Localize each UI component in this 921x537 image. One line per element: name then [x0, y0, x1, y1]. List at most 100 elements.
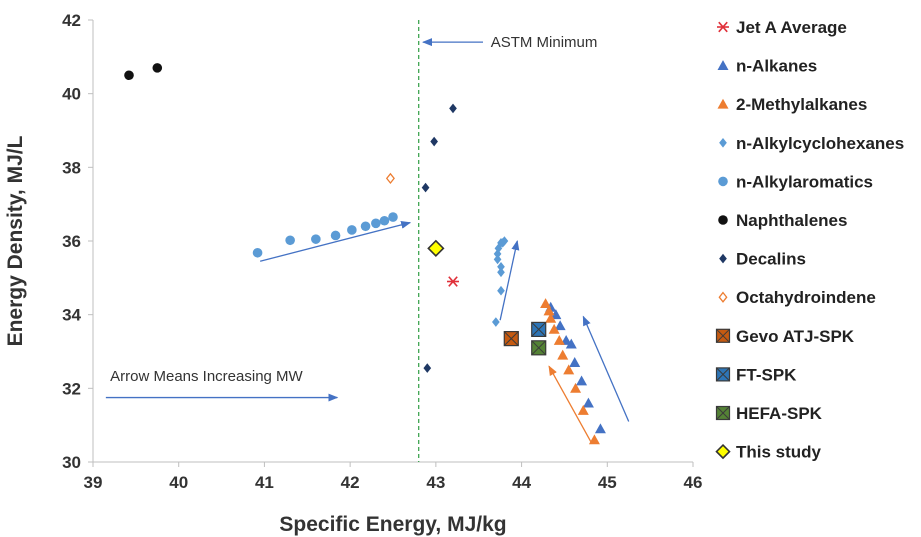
data-point [285, 235, 295, 246]
legend-label: Jet A Average [736, 18, 847, 37]
x-tick-label: 39 [84, 473, 103, 492]
data-point [423, 363, 432, 373]
y-tick-label: 36 [62, 232, 81, 251]
data-point [371, 218, 381, 229]
legend-marker [718, 176, 728, 187]
data-point [553, 334, 565, 345]
x-tick-label: 40 [169, 473, 188, 492]
legend-label: n-Alkylcyclohexanes [736, 134, 904, 153]
series-n-alkylaromatics [252, 212, 398, 258]
legend-item: n-Alkanes [717, 57, 817, 76]
legend-label: Naphthalenes [736, 211, 847, 230]
legend-item: Gevo ATJ-SPK [715, 327, 855, 346]
data-point [576, 375, 588, 386]
data-point [447, 276, 459, 287]
data-point [347, 225, 357, 235]
series-decalins [421, 103, 457, 373]
data-point [570, 382, 582, 393]
trend-arrow [548, 365, 593, 444]
data-point [330, 230, 341, 241]
legend-item: Jet A Average [717, 18, 847, 37]
data-point [594, 423, 606, 434]
legend-label: n-Alkanes [736, 57, 817, 76]
legend-label: n-Alkylaromatics [736, 172, 873, 191]
legend-item: n-Alkylaromatics [718, 172, 873, 191]
data-point [500, 236, 509, 246]
series-hefa-spk [531, 340, 547, 356]
data-point [252, 247, 263, 258]
data-point [388, 212, 398, 222]
legend-marker [719, 253, 727, 264]
y-tick-label: 38 [62, 158, 81, 177]
legend-item: Naphthalenes [718, 211, 847, 230]
trend-arrow [582, 315, 630, 422]
data-point [360, 221, 371, 232]
y-tick-label: 34 [62, 306, 81, 325]
data-point [554, 320, 566, 331]
x-axis-title: Specific Energy, MJ/kg [279, 513, 506, 536]
data-point [531, 321, 547, 337]
data-point [557, 349, 569, 360]
legend-marker [719, 138, 727, 148]
trend-arrow [259, 220, 412, 262]
y-axis-title: Energy Density, MJ/L [4, 135, 27, 346]
data-point [531, 340, 547, 356]
y-tick-label: 42 [62, 11, 81, 30]
annotations: ASTM Minimum Arrow Means Increasing MW [110, 34, 597, 385]
series-this-study [427, 239, 445, 257]
data-point [548, 323, 560, 334]
data-point [152, 63, 163, 73]
data-point [569, 357, 581, 367]
x-tick-label: 44 [512, 473, 531, 492]
legend-marker [715, 405, 731, 421]
legend-label: Gevo ATJ-SPK [736, 327, 855, 346]
data-point [497, 285, 505, 296]
legend-marker [715, 443, 731, 460]
legend-item: 2-Methylalkanes [717, 95, 867, 114]
data-point [379, 215, 390, 226]
legend-item: HEFA-SPK [715, 404, 823, 423]
legend-label: HEFA-SPK [736, 404, 823, 423]
trend-arrow [499, 240, 520, 321]
series-ft-spk [531, 321, 547, 337]
data-point [497, 261, 505, 272]
x-tick-label: 41 [255, 473, 274, 492]
data-point [588, 434, 600, 445]
data-point [430, 136, 438, 147]
legend-marker [715, 328, 731, 343]
x-axis-ticks: 39 40 41 42 43 44 45 46 [84, 462, 703, 492]
legend-marker [717, 21, 729, 33]
data-point [493, 254, 502, 265]
data-point [545, 312, 557, 323]
data-point [311, 234, 321, 244]
series-octahydroindene [385, 172, 395, 185]
x-tick-label: 46 [684, 473, 703, 492]
legend-label: 2-Methylalkanes [736, 95, 867, 114]
legend-item: FT-SPK [715, 365, 797, 384]
plot-area [92, 20, 693, 463]
data-point [577, 404, 589, 415]
data-point [582, 397, 594, 408]
x-tick-label: 45 [598, 473, 617, 492]
series-2-methylalkanes [540, 298, 600, 445]
legend-marker [717, 60, 729, 70]
legend-item: Decalins [719, 250, 806, 269]
legend-label: FT-SPK [736, 365, 797, 384]
x-tick-label: 42 [341, 473, 360, 492]
data-point [492, 317, 500, 327]
series-jet-a-average [447, 276, 459, 287]
data-point [565, 338, 577, 349]
y-tick-label: 32 [62, 379, 81, 398]
y-tick-label: 30 [62, 453, 81, 472]
legend-item: This study [715, 443, 822, 462]
legend-marker [715, 367, 731, 382]
data-point [543, 305, 555, 316]
data-point [550, 309, 562, 320]
legend-label: This study [736, 443, 822, 462]
legend: Jet A Average n-Alkanes 2-Methylalkanes n-A… [715, 18, 904, 462]
data-point [124, 70, 134, 81]
legend-marker [717, 98, 729, 109]
series-gevo-atj-spk [503, 331, 519, 347]
data-point [503, 331, 519, 347]
